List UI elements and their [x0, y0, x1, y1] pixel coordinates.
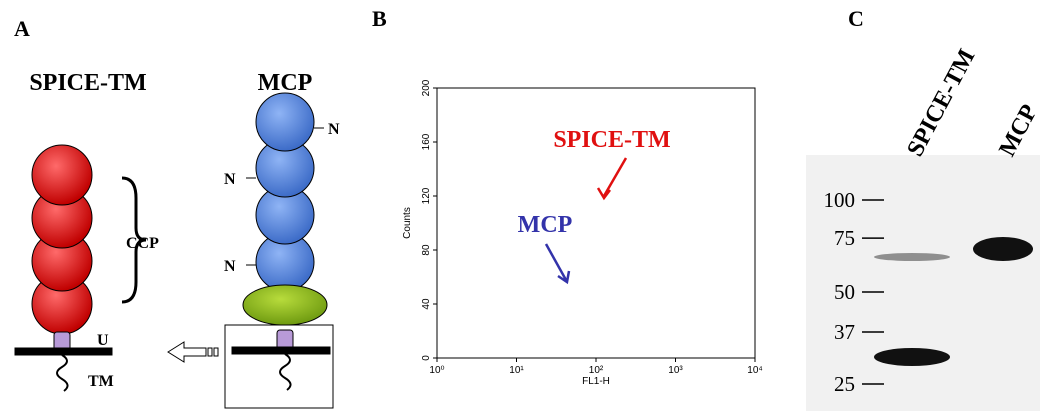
marker-label: 100	[824, 188, 856, 212]
annotation: MCP	[518, 212, 573, 238]
mcp-diagram	[167, 92, 334, 409]
tm-label: TM	[88, 373, 114, 390]
y-tick-label: 120	[421, 187, 432, 204]
n-label: N	[224, 171, 236, 188]
bands	[874, 237, 1033, 366]
blot	[806, 155, 1040, 411]
y-tick-label: 160	[421, 133, 432, 150]
arrow	[596, 157, 628, 201]
lane-label: SPICE-TM	[902, 45, 980, 161]
lane-label: MCP	[994, 100, 1043, 160]
x-tick-label: 10⁴	[747, 365, 762, 376]
x-axis-label: FL1-H	[582, 376, 610, 387]
marker-label: 50	[834, 280, 855, 304]
n-label: N	[328, 121, 340, 138]
ccp-label: CCP	[126, 235, 159, 252]
marker-label: 75	[834, 226, 855, 250]
spice-diagram	[14, 144, 147, 392]
x-tick-label: 10²	[589, 365, 604, 376]
panel-label: A	[14, 16, 30, 41]
x-tick-label: 10³	[668, 365, 683, 376]
y-tick-label: 200	[421, 79, 432, 96]
y-tick-label: 40	[421, 298, 432, 310]
u-label: U	[97, 332, 109, 349]
panel-label: B	[372, 6, 387, 31]
panel-label: C	[848, 6, 864, 31]
mcp-title: MCP	[258, 70, 313, 96]
marker-label: 37	[834, 320, 855, 344]
y-tick-label: 0	[421, 355, 432, 361]
n-label: N	[224, 258, 236, 275]
spice-title: SPICE-TM	[29, 70, 146, 96]
arrow	[544, 243, 571, 285]
x-tick-label: 10¹	[509, 365, 524, 376]
marker-label: 25	[834, 372, 855, 396]
x-tick-label: 10⁰	[429, 365, 444, 376]
y-axis-label: Counts	[402, 207, 413, 239]
y-tick-label: 80	[421, 244, 432, 256]
annotation: SPICE-TM	[553, 127, 670, 153]
